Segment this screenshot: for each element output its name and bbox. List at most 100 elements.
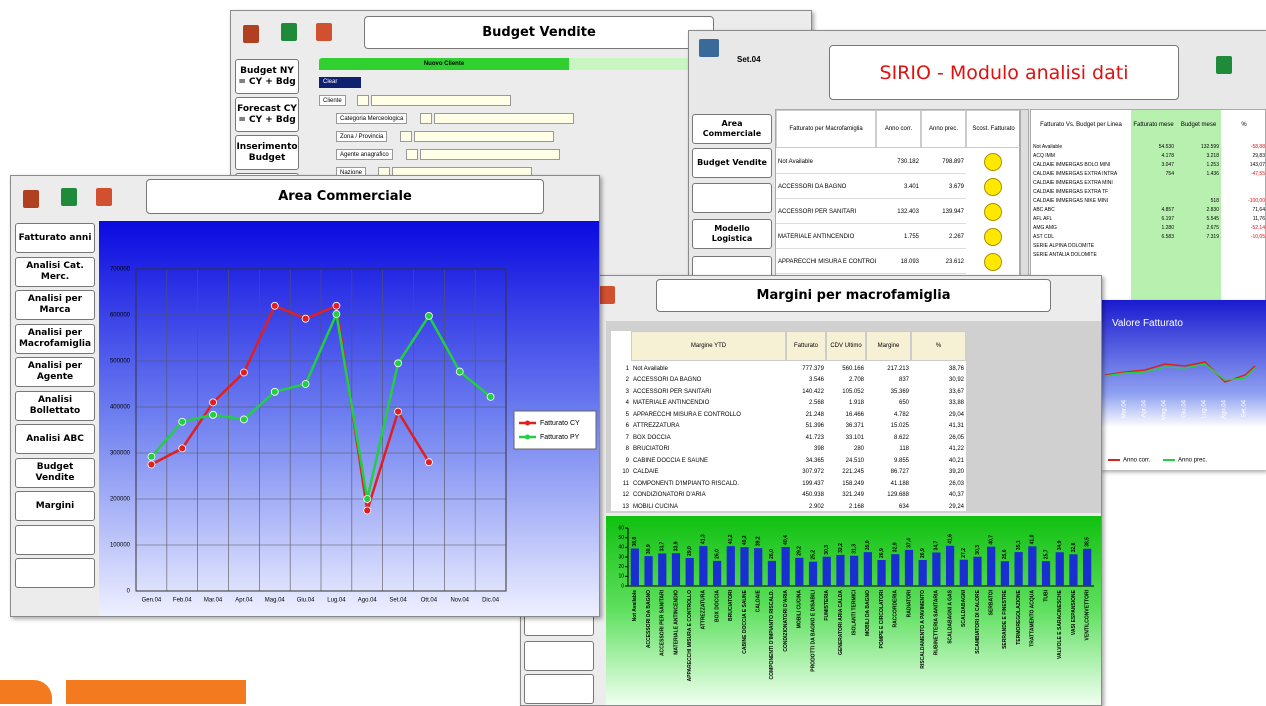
data-point	[301, 314, 310, 323]
table-cell: 650	[898, 400, 909, 406]
icon[interactable]	[61, 188, 77, 206]
field-input[interactable]	[420, 113, 432, 124]
field-input[interactable]	[371, 95, 511, 106]
window-title: SIRIO - Modulo analisi dati	[829, 45, 1179, 100]
table-header: Anno prec.	[921, 110, 966, 148]
y-tick-label: 500000	[110, 359, 131, 365]
table-cell: 398	[813, 446, 824, 452]
icon[interactable]	[1216, 56, 1232, 74]
margini-window: Margini per macrofamiglia Margine YTD Fatt…	[520, 275, 1102, 706]
nav-button[interactable]: Modello Logistica	[692, 219, 772, 249]
table: Margine YTD Fatturato CDV Ultimo Margine% 1 N…	[611, 331, 966, 511]
table-cell: ACCESSORI PER SANITARI	[776, 200, 876, 224]
table-cell: 798.897	[921, 150, 966, 174]
value-label: 33,9	[673, 541, 679, 551]
x-tick-label: TUBI	[1043, 589, 1049, 601]
x-tick-label: ISOLANTI TERMICI	[851, 589, 857, 635]
nav-button[interactable]: Analisi Cat. Merc.	[15, 256, 95, 287]
table-cell: 3	[625, 388, 629, 395]
nav-button[interactable]: Forecast CY = CY + Bdg	[235, 97, 299, 132]
nav-button[interactable]: Analisi per Agente	[15, 357, 95, 387]
field-label[interactable]: Cliente	[319, 95, 346, 106]
table-cell: 4.782	[893, 411, 909, 418]
table-cell: AFL AFL	[1033, 215, 1053, 222]
bar	[904, 549, 914, 586]
x-tick-label: Nov.04	[450, 598, 469, 604]
bar	[850, 555, 859, 586]
table-cell: 71,64	[1252, 206, 1265, 213]
face-icon	[984, 228, 1002, 246]
table-cell: 7	[625, 434, 629, 441]
table-cell: 54.530	[1158, 143, 1174, 150]
nav-button[interactable]	[524, 674, 594, 704]
nav-button[interactable]: Analisi Bollettato	[15, 390, 95, 421]
nav-button[interactable]: Analisi per Macrofamiglia	[15, 323, 95, 354]
nav-button[interactable]: Budget NY = CY + Bdg	[235, 59, 299, 94]
icon[interactable]	[599, 286, 615, 304]
nav-button[interactable]: Fatturato anni	[15, 223, 95, 253]
face-icon	[984, 253, 1002, 271]
field-input[interactable]	[434, 113, 574, 124]
bar	[973, 556, 982, 586]
value-label: 41,3	[701, 534, 707, 544]
plot-frame	[135, 268, 507, 592]
table-cell: 11,76	[1252, 215, 1265, 222]
icon[interactable]	[316, 23, 332, 41]
nav-button[interactable]: Budget Vendite	[692, 148, 772, 178]
x-tick-label: FUMISTERIA	[824, 590, 830, 621]
table-cell: 29,04	[948, 411, 964, 418]
field-label[interactable]: Categoria Merceologica	[336, 113, 408, 124]
x-tick-label: Giu.04	[1182, 399, 1188, 417]
table-cell: 199.437	[802, 480, 824, 487]
clear-button[interactable]: Clear	[319, 77, 361, 88]
field-input[interactable]	[420, 149, 560, 160]
table-cell: 34.365	[805, 457, 824, 464]
field-label[interactable]: Zona / Provincia	[336, 131, 388, 142]
table-cell: MATERIALE ANTINCENDIO	[633, 400, 710, 406]
chart-title: Valore Fatturato	[1112, 318, 1183, 329]
field-input[interactable]	[400, 131, 412, 142]
nav-button[interactable]	[524, 641, 594, 671]
line-chart-panel: 0 100000 200000 300000 400000 500000 600000 700…	[99, 221, 599, 616]
nav-button[interactable]	[15, 524, 95, 555]
table-cell: 33,67	[948, 388, 964, 395]
icon[interactable]	[243, 25, 259, 43]
data-point	[240, 368, 248, 377]
nav-button[interactable]	[15, 558, 95, 588]
table-cell: 450.938	[802, 492, 824, 498]
nav-button[interactable]: Analisi per Marca	[15, 290, 95, 320]
nav-button[interactable]: Analisi ABC	[15, 424, 95, 454]
table-cell: 2.568	[808, 400, 824, 406]
period-label: Set.04	[737, 55, 761, 64]
scrollbar	[1020, 109, 1029, 301]
table-cell: MATERIALE ANTINCENDIO	[776, 225, 876, 249]
data-point	[332, 301, 341, 310]
icon[interactable]	[96, 188, 112, 206]
nav-button[interactable]: Budget Vendite	[15, 457, 95, 488]
nav-button[interactable]: Margini	[15, 491, 95, 521]
table-cell: CALDAIE IMMERGAS EXTRA TF	[1033, 188, 1109, 195]
field-input[interactable]	[414, 131, 554, 142]
bar	[754, 548, 763, 586]
table-cell: 2.675	[1206, 224, 1219, 231]
x-tick-label: CALDAIE	[756, 589, 762, 612]
window-title: Budget Vendite	[364, 16, 714, 49]
nav-button[interactable]: Inserimento Budget	[235, 135, 299, 170]
table-header: %	[911, 331, 966, 361]
y-tick-label: 200000	[110, 497, 131, 503]
value-label: 32,9	[893, 542, 899, 552]
nav-button[interactable]: Area Commerciale	[692, 114, 772, 144]
table-cell: 24.510	[845, 457, 864, 464]
value-label: 26,0	[769, 549, 775, 559]
bar	[1069, 554, 1078, 586]
field-input[interactable]	[406, 149, 418, 160]
icon[interactable]	[281, 23, 297, 41]
icon[interactable]	[23, 190, 39, 208]
bar-chart: 0 10 20 30 40 50 60 38,8 Not Available 30,9 ACCESS…	[618, 525, 1094, 681]
data-point	[394, 407, 402, 416]
icon[interactable]	[699, 39, 719, 57]
decor-line	[1104, 363, 1256, 381]
field-label[interactable]: Agente anagrafico	[336, 149, 393, 160]
nav-button[interactable]	[692, 183, 772, 213]
field-input[interactable]	[357, 95, 369, 106]
